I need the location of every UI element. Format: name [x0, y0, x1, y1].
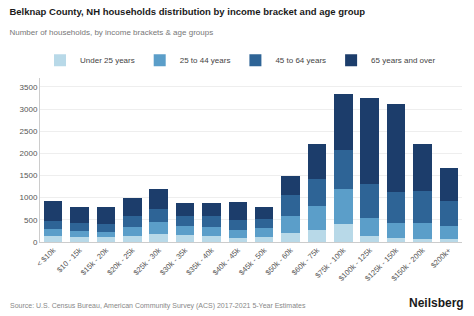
svg-text:65 years and over: 65 years and over	[371, 56, 435, 65]
svg-text:3500: 3500	[20, 83, 38, 92]
svg-text:$30k - 35k: $30k - 35k	[158, 246, 189, 277]
svg-text:$75k - 100k: $75k - 100k	[313, 246, 347, 280]
svg-text:Number of households, by incom: Number of households, by income brackets…	[9, 28, 213, 37]
svg-text:45 to 64 years: 45 to 64 years	[275, 56, 326, 65]
svg-text:3000: 3000	[20, 105, 38, 114]
svg-text:$150k - 200k: $150k - 200k	[389, 246, 426, 283]
svg-text:Belknap County, NH households: Belknap County, NH households distributi…	[9, 6, 365, 17]
svg-text:1500: 1500	[20, 171, 38, 180]
svg-text:25 to 44 years: 25 to 44 years	[180, 56, 231, 65]
svg-text:< $10k: < $10k	[35, 246, 58, 269]
svg-text:1000: 1000	[20, 193, 38, 202]
svg-text:0: 0	[33, 238, 38, 247]
svg-text:$40k - 45k: $40k - 45k	[211, 246, 242, 277]
svg-text:Under 25 years: Under 25 years	[80, 56, 135, 65]
svg-text:$15k - 20k: $15k - 20k	[79, 246, 110, 277]
svg-text:Neilsberg: Neilsberg	[409, 296, 464, 310]
svg-text:$100k - 125k: $100k - 125k	[337, 246, 374, 283]
svg-text:$50k - 60k: $50k - 60k	[263, 246, 294, 277]
svg-text:$200k+: $200k+	[429, 246, 453, 270]
svg-text:$25k - 30k: $25k - 30k	[132, 246, 163, 277]
svg-text:$45k - 50k: $45k - 50k	[237, 246, 268, 277]
svg-text:2000: 2000	[20, 149, 38, 158]
svg-text:$35k - 40k: $35k - 40k	[184, 246, 215, 277]
svg-text:500: 500	[24, 216, 38, 225]
svg-text:$10 - 15k: $10 - 15k	[55, 246, 84, 275]
svg-text:2500: 2500	[20, 127, 38, 136]
svg-text:$20k - 25k: $20k - 25k	[105, 246, 136, 277]
svg-text:Source: U.S. Census Bureau, Am: Source: U.S. Census Bureau, American Com…	[10, 302, 306, 310]
svg-text:$125k - 150k: $125k - 150k	[363, 246, 400, 283]
svg-text:$60k - 75k: $60k - 75k	[290, 246, 321, 277]
